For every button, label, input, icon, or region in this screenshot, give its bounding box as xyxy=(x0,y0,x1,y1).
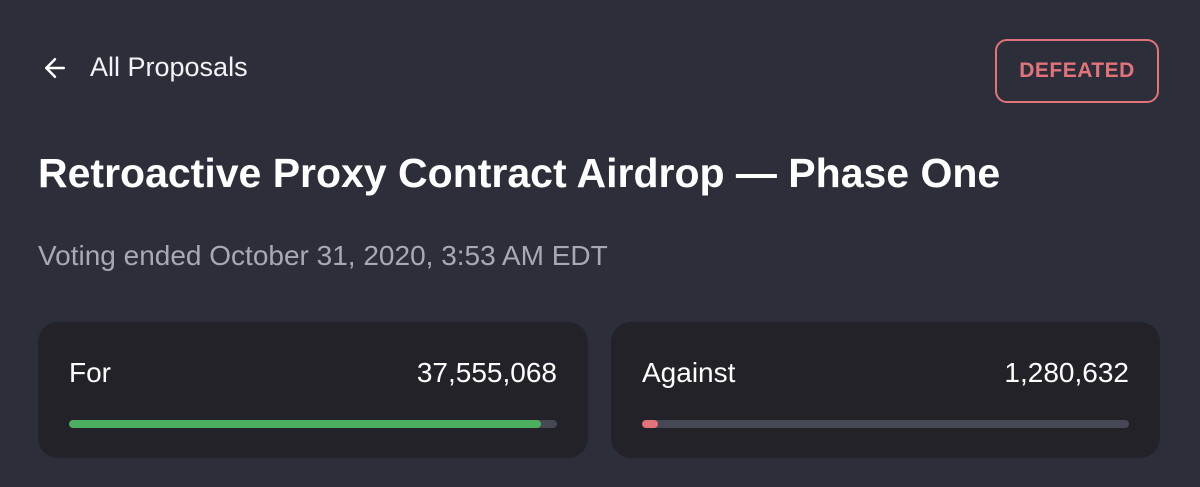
for-progress-fill xyxy=(69,420,541,428)
against-votes-card: Against 1,280,632 xyxy=(611,322,1160,458)
arrow-left-icon xyxy=(45,57,65,78)
voting-end-date: Voting ended October 31, 2020, 3:53 AM E… xyxy=(38,240,608,271)
back-link-label: All Proposals xyxy=(90,52,248,82)
status-badge: DEFEATED xyxy=(995,39,1159,103)
back-to-all-proposals-link[interactable]: All Proposals xyxy=(40,52,248,83)
against-value: 1,280,632 xyxy=(1004,357,1129,388)
for-value: 37,555,068 xyxy=(416,357,557,388)
against-progress-bar xyxy=(642,420,1129,428)
for-progress-bar xyxy=(69,420,557,428)
against-label: Against xyxy=(642,357,736,388)
against-progress-fill xyxy=(642,420,659,428)
for-label: For xyxy=(69,357,111,388)
for-votes-card: For 37,555,068 xyxy=(38,322,588,458)
proposal-title: Retroactive Proxy Contract Airdrop — Pha… xyxy=(38,150,1001,196)
